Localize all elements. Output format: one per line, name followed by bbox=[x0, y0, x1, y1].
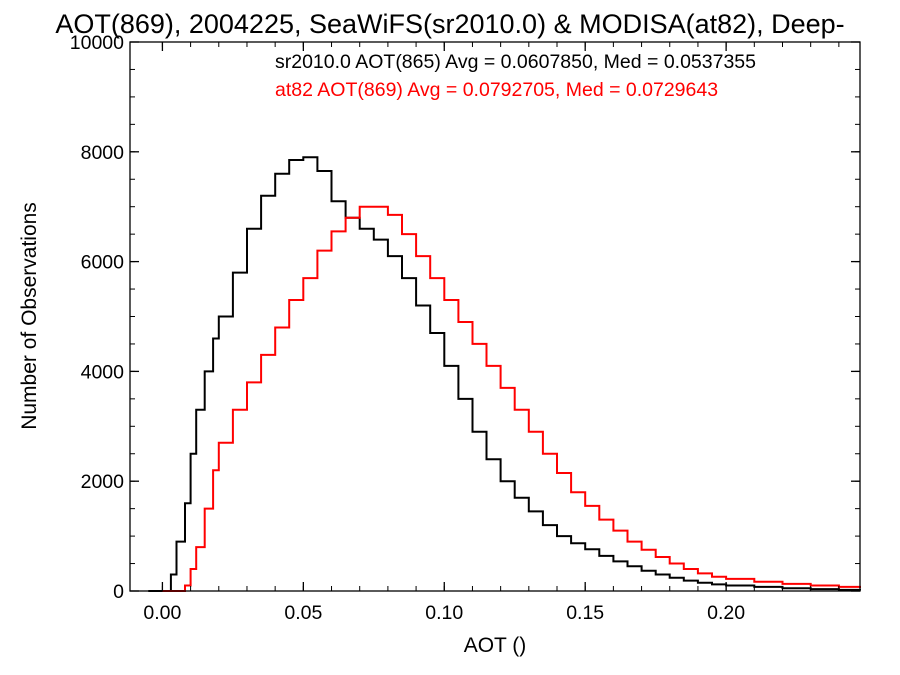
y-tick-label: 6000 bbox=[81, 252, 125, 274]
x-tick-label: 0.15 bbox=[566, 602, 604, 624]
chart-title: AOT(869), 2004225, SeaWiFS(sr2010.0) & M… bbox=[55, 9, 844, 39]
annotation-stats-at82: at82 AOT(869) Avg = 0.0792705, Med = 0.0… bbox=[275, 79, 718, 101]
plot-frame bbox=[129, 41, 861, 592]
y-axis-title: Number of Observations bbox=[18, 202, 41, 430]
y-tick-label: 10000 bbox=[70, 32, 124, 54]
y-tick-label: 4000 bbox=[81, 361, 125, 383]
annotation-stats-sr2010: sr2010.0 AOT(865) Avg = 0.0607850, Med =… bbox=[275, 51, 756, 73]
series-line-at82 bbox=[162, 205, 861, 592]
y-tick-label: 0 bbox=[113, 581, 124, 603]
y-tick-label: 2000 bbox=[81, 471, 125, 493]
series-line-sr2010 bbox=[148, 156, 861, 592]
y-tick-label: 8000 bbox=[81, 142, 125, 164]
x-tick-label: 0.20 bbox=[707, 602, 745, 624]
x-tick-label: 0.05 bbox=[284, 602, 322, 624]
x-axis-title: AOT () bbox=[464, 634, 527, 657]
x-tick-label: 0.00 bbox=[143, 602, 181, 624]
x-tick-label: 0.10 bbox=[425, 602, 463, 624]
